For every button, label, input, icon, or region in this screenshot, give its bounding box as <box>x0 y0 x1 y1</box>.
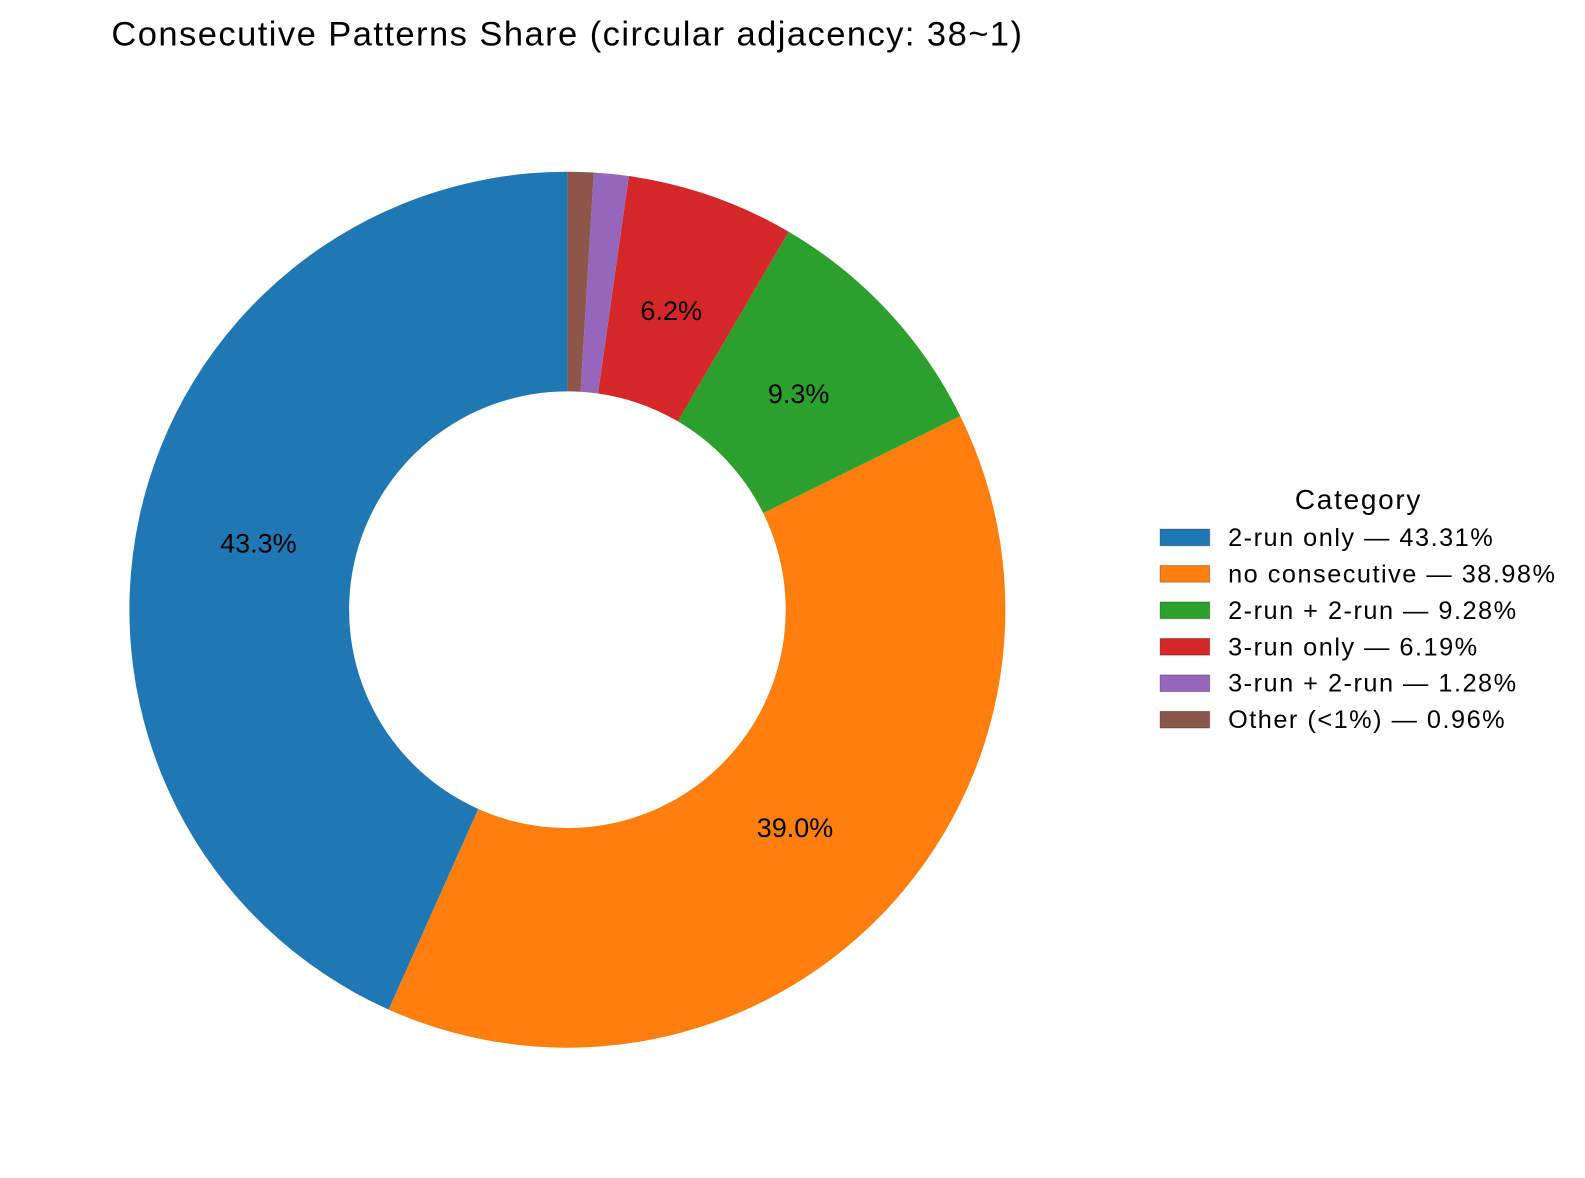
svg-text:9.3%: 9.3% <box>768 379 830 409</box>
svg-text:43.3%: 43.3% <box>220 528 297 558</box>
svg-text:Category: Category <box>1295 484 1422 515</box>
svg-text:Other (<1%) — 0.96%: Other (<1%) — 0.96% <box>1228 706 1506 734</box>
svg-text:3-run + 2-run — 1.28%: 3-run + 2-run — 1.28% <box>1228 670 1518 698</box>
svg-text:no consecutive — 38.98%: no consecutive — 38.98% <box>1228 560 1556 588</box>
svg-text:39.0%: 39.0% <box>757 813 834 843</box>
svg-text:2-run + 2-run — 9.28%: 2-run + 2-run — 9.28% <box>1228 597 1518 625</box>
svg-text:Consecutive Patterns Share (ci: Consecutive Patterns Share (circular adj… <box>111 15 1023 53</box>
svg-text:3-run only — 6.19%: 3-run only — 6.19% <box>1228 633 1479 661</box>
svg-text:2-run only — 43.31%: 2-run only — 43.31% <box>1228 524 1494 552</box>
svg-text:6.2%: 6.2% <box>640 296 702 326</box>
